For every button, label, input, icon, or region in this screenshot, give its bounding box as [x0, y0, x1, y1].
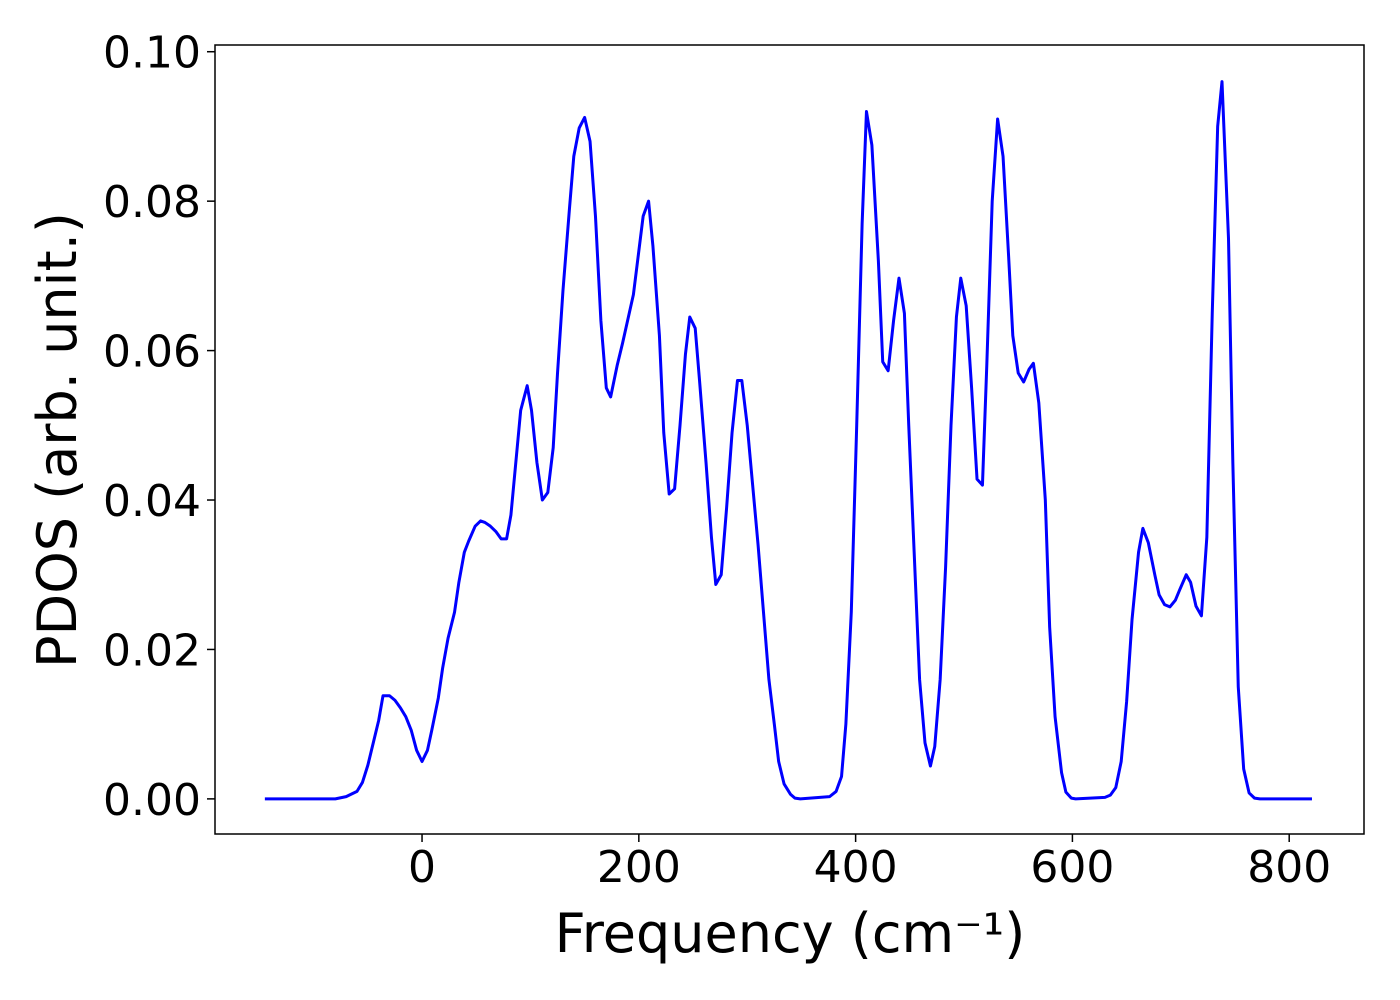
y-tick-label: 0.00 — [103, 775, 201, 826]
y-tick-label: 0.10 — [103, 28, 201, 79]
plot-frame — [214, 44, 1365, 835]
y-tick-label: 0.04 — [103, 476, 201, 527]
data-line — [264, 80, 1312, 801]
x-axis-label: Frequency (cm⁻¹) — [555, 902, 1026, 965]
x-tick-label: 800 — [1247, 842, 1331, 893]
y-tick-label: 0.06 — [103, 327, 201, 378]
y-tick-label: 0.02 — [103, 625, 201, 676]
x-tick-label: 400 — [814, 842, 898, 893]
x-tick-label: 200 — [597, 842, 681, 893]
x-tick-label: 0 — [408, 842, 436, 893]
x-tick-label: 600 — [1030, 842, 1114, 893]
y-axis-label: PDOS (arb. unit.) — [26, 212, 89, 668]
y-tick-label: 0.08 — [103, 177, 201, 228]
